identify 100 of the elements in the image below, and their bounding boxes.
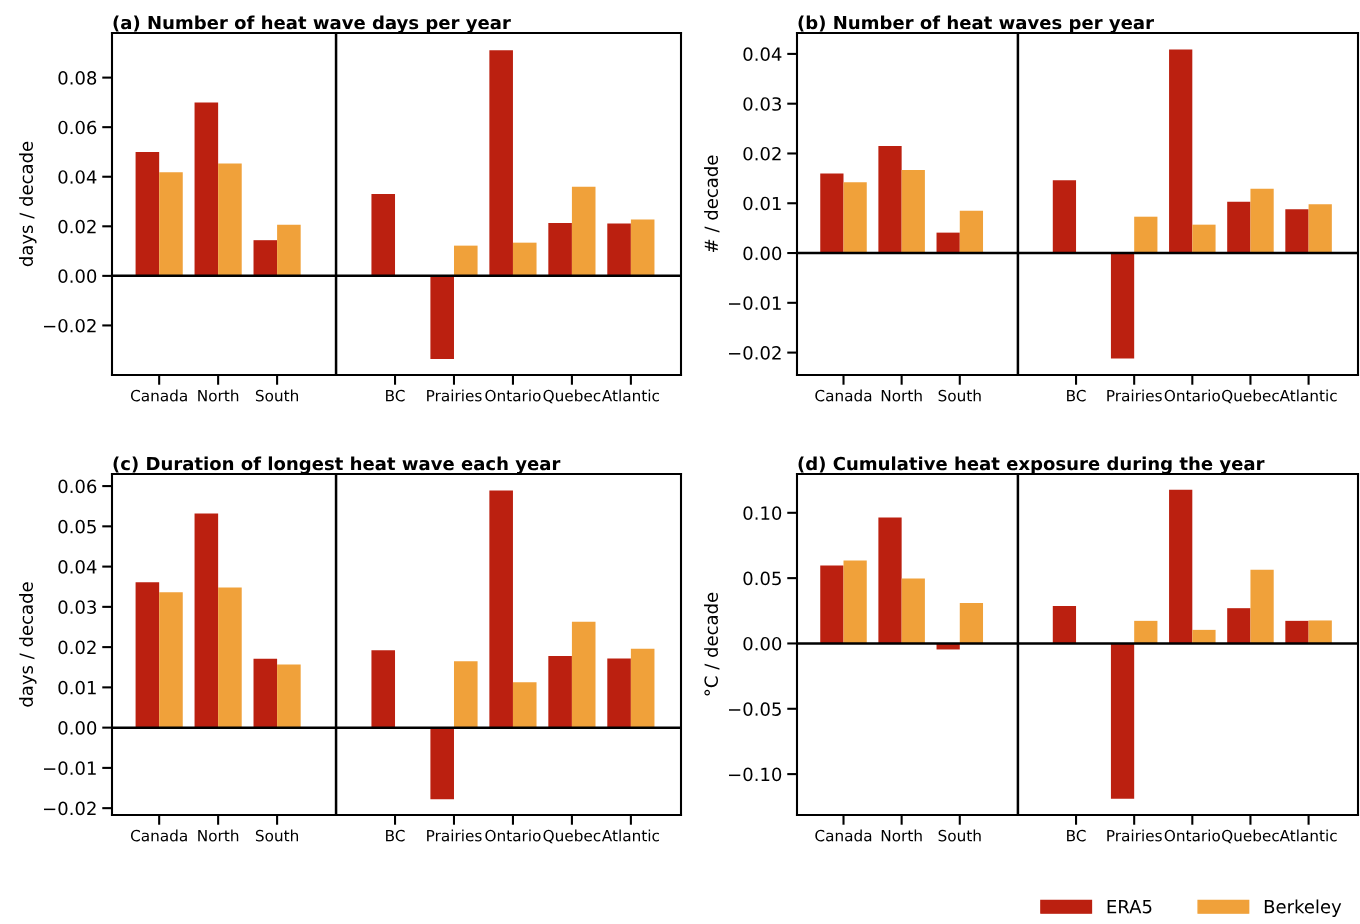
y-tick-label: 0.04 [58, 170, 97, 184]
y-axis-title: # / decade [704, 155, 720, 253]
x-tick-label: Ontario [1164, 829, 1220, 842]
bar [1192, 629, 1216, 644]
bar [1308, 204, 1332, 254]
bar [1227, 201, 1251, 254]
bar [159, 172, 183, 276]
x-tick-label: South [938, 829, 981, 842]
bar [159, 592, 183, 728]
y-tick-label: 0.00 [58, 721, 97, 735]
y-tick-label: 0.03 [743, 97, 781, 111]
y-axis-title: days / decade [19, 582, 37, 707]
x-tick-label: Atlantic [601, 389, 659, 402]
bar [430, 727, 454, 800]
bar [630, 648, 655, 728]
x-tick-label: South [938, 389, 981, 402]
x-tick-label: Ontario [485, 389, 541, 402]
y-tick-label: 0.03 [58, 600, 96, 614]
x-tick-label: Ontario [485, 829, 541, 842]
x-tick-label: South [255, 829, 298, 842]
x-tick-label: Prairies [1107, 389, 1162, 402]
bar [1110, 253, 1135, 359]
bar [277, 224, 301, 276]
x-tick-label: Ontario [1164, 389, 1220, 402]
y-tick-label: −0.10 [729, 767, 782, 782]
bar [548, 655, 572, 728]
y-tick-label: 0.02 [743, 146, 781, 161]
bar [453, 245, 478, 276]
bar [512, 682, 537, 728]
bar [1308, 620, 1332, 644]
chart-title: (a) Number of heat wave days per year [113, 15, 511, 33]
bar [571, 186, 596, 276]
y-tick-label: −0.02 [44, 801, 96, 816]
y-axis-title: days / decade [19, 141, 37, 267]
bar [1250, 188, 1274, 254]
bar [820, 173, 844, 254]
bar [194, 102, 219, 276]
x-tick-label: Atlantic [1279, 389, 1337, 402]
chart-title: (b) Number of heat waves per year [798, 15, 1154, 33]
bar [135, 582, 160, 728]
bar [959, 603, 984, 644]
y-tick-label: 0.01 [743, 196, 781, 211]
bar [901, 578, 925, 644]
y-tick-label: 0.04 [743, 47, 782, 62]
x-tick-label: Prairies [1107, 829, 1162, 842]
x-tick-label: Atlantic [1279, 829, 1337, 842]
bar [1110, 643, 1135, 799]
legend-label: ERA5 [1107, 900, 1152, 914]
chart-title: (c) Duration of longest heat wave each year [113, 456, 561, 474]
bar [1169, 489, 1193, 644]
bar [218, 163, 242, 276]
bar [1134, 216, 1158, 254]
y-tick-label: 0.01 [58, 680, 96, 695]
bar [1227, 608, 1251, 644]
x-tick-label: BC [386, 829, 405, 842]
bar [1192, 224, 1216, 254]
bar [1285, 209, 1309, 254]
bar [630, 219, 655, 276]
bar [453, 661, 478, 728]
x-tick-label: North [881, 829, 922, 842]
y-tick-label: −0.01 [729, 296, 781, 310]
bar [607, 223, 631, 276]
bar [430, 275, 454, 359]
y-tick-label: 0.05 [743, 571, 781, 586]
bar [512, 242, 537, 276]
chart-title: (d) Cumulative heat exposure during the year [798, 456, 1265, 474]
x-tick-label: Quebec [1222, 389, 1279, 404]
y-tick-label: −0.01 [44, 761, 96, 776]
bar [548, 223, 572, 276]
bar [878, 517, 902, 644]
bar [253, 240, 278, 276]
bar [1250, 569, 1274, 644]
y-tick-label: 0.06 [58, 479, 97, 494]
x-tick-label: Canada [130, 389, 187, 402]
y-tick-label: 0.02 [58, 640, 96, 655]
bar [277, 664, 301, 728]
y-axis-title: °C / decade [704, 592, 720, 696]
y-tick-label: 0.00 [58, 269, 97, 283]
y-tick-label: 0.06 [58, 120, 97, 135]
bar [253, 658, 278, 728]
bar [607, 658, 631, 728]
x-tick-label: Quebec [1222, 829, 1279, 844]
bar [843, 182, 867, 254]
y-tick-label: 0.08 [58, 71, 97, 85]
x-tick-label: North [198, 829, 239, 842]
bar [1169, 49, 1193, 254]
bar [843, 560, 867, 644]
bar [135, 151, 160, 276]
x-tick-label: Prairies [427, 389, 482, 402]
bar [1052, 605, 1077, 644]
y-tick-label: 0.04 [58, 560, 97, 574]
x-tick-label: Atlantic [601, 829, 659, 842]
x-tick-label: Quebec [543, 389, 601, 404]
x-tick-label: South [255, 389, 298, 402]
legend-label: Berkeley [1264, 899, 1342, 917]
bar [959, 210, 984, 254]
y-tick-label: 0.10 [743, 506, 782, 520]
y-tick-label: 0.02 [58, 219, 96, 234]
bar [1285, 620, 1309, 644]
bar [1134, 620, 1158, 644]
